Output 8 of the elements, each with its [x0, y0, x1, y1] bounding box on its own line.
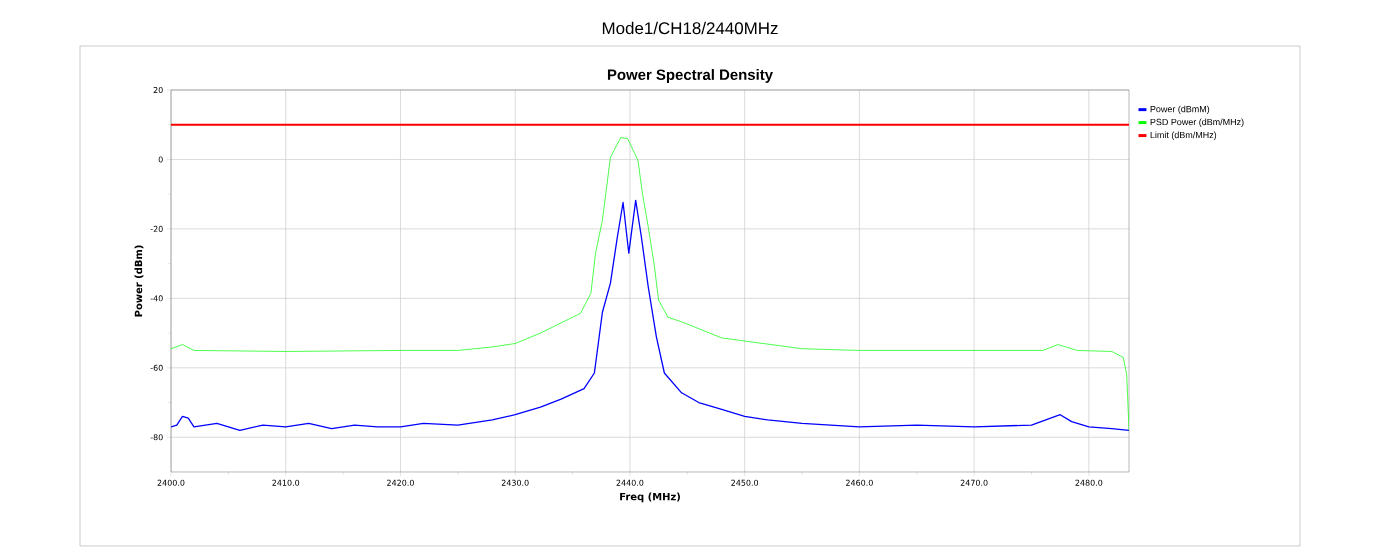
x-axis-title: Freq (MHz) — [620, 492, 680, 503]
chart-title: Mode1/CH18/2440MHz — [602, 21, 778, 35]
legend-label: PSD Power (dBm/MHz) — [1150, 118, 1244, 127]
legend-label: Limit (dBm/MHz) — [1150, 131, 1217, 140]
chart-subtitle: Power Spectral Density — [607, 69, 773, 83]
legend-label: Power (dBmM) — [1150, 105, 1210, 114]
line-series — [171, 199, 1130, 431]
y-axis-title: Power (dBm) — [134, 245, 144, 317]
